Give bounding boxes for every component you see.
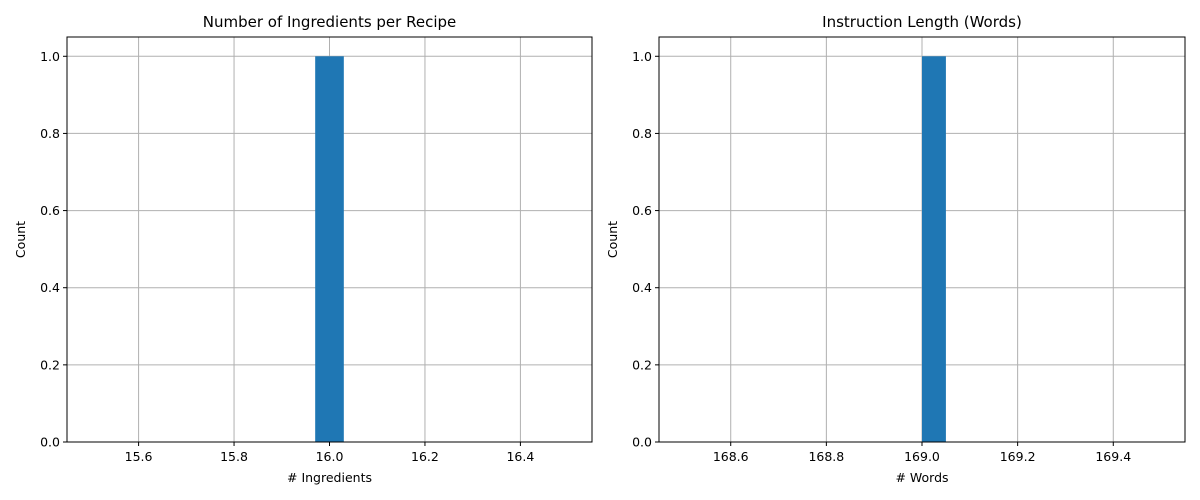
histogram-bar <box>922 56 946 443</box>
x-axis-label: # Words <box>895 470 948 485</box>
y-tick-label: 0.0 <box>632 435 652 450</box>
x-tick-label: 15.8 <box>220 449 248 464</box>
x-tick-label: 15.6 <box>125 449 153 464</box>
y-tick-label: 0.8 <box>632 126 652 141</box>
y-axis-label: Count <box>605 221 620 258</box>
y-tick-label: 0.6 <box>40 203 60 218</box>
y-tick-label: 0.4 <box>632 280 652 295</box>
chart-panel-2: 168.6 168.8 169.0 169.2 169.4 0.0 0.2 0.4 0.6 0.8… <box>605 13 1186 485</box>
x-tick-label: 169.0 <box>904 449 940 464</box>
y-tick-label: 0.0 <box>40 435 60 450</box>
x-axis-label: # Ingredients <box>287 470 372 485</box>
x-tick-label: 16.2 <box>411 449 439 464</box>
histogram-bar <box>315 56 344 443</box>
y-tick-label: 1.0 <box>632 49 652 64</box>
y-tick-label: 1.0 <box>40 49 60 64</box>
x-tick-label: 169.2 <box>1000 449 1036 464</box>
y-axis-label: Count <box>13 221 28 258</box>
y-tick-label: 0.2 <box>632 357 652 372</box>
x-tick-label: 168.8 <box>808 449 844 464</box>
y-tick-label: 0.2 <box>40 357 60 372</box>
chart-title: Instruction Length (Words) <box>822 13 1022 31</box>
x-tick-label: 16.4 <box>506 449 534 464</box>
y-tick-label: 0.8 <box>40 126 60 141</box>
y-tick-label: 0.6 <box>632 203 652 218</box>
x-tick-label: 168.6 <box>713 449 749 464</box>
x-tick-label: 169.4 <box>1095 449 1131 464</box>
x-tick-label: 16.0 <box>316 449 344 464</box>
chart-title: Number of Ingredients per Recipe <box>203 13 456 31</box>
chart-panel-1: 15.6 15.8 16.0 16.2 16.4 0.0 0.2 0.4 0.6 0.8 1.0 Nu… <box>13 13 593 485</box>
y-tick-label: 0.4 <box>40 280 60 295</box>
